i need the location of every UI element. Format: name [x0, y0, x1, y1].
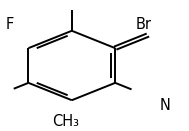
- Text: Br: Br: [136, 17, 152, 32]
- Text: N: N: [160, 98, 171, 113]
- Text: F: F: [6, 17, 14, 32]
- Text: CH₃: CH₃: [52, 114, 79, 129]
